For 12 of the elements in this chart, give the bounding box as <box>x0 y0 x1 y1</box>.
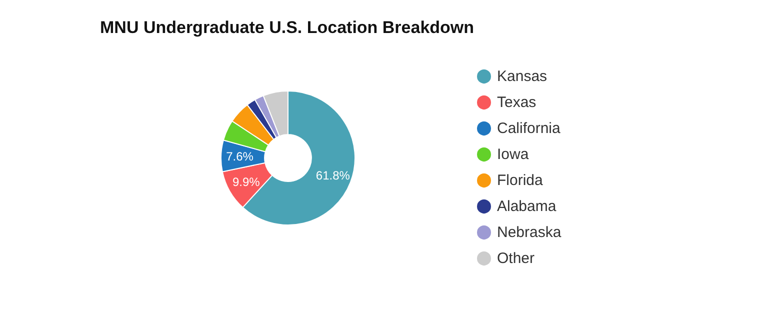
legend-label: Iowa <box>497 146 530 163</box>
data-label: 7.6% <box>226 149 254 164</box>
legend-label: California <box>497 120 562 137</box>
legend-label: Alabama <box>497 198 557 215</box>
data-label: 9.9% <box>232 174 260 189</box>
legend-label: Kansas <box>497 68 548 85</box>
legend-label: Texas <box>497 94 536 111</box>
data-label: 61.8% <box>316 168 350 182</box>
legend-label: Other <box>497 250 535 267</box>
legend-label: Florida <box>497 172 544 189</box>
chart-title: MNU Undergraduate U.S. Location Breakdown <box>100 18 474 37</box>
legend-label: Nebraska <box>497 224 562 241</box>
